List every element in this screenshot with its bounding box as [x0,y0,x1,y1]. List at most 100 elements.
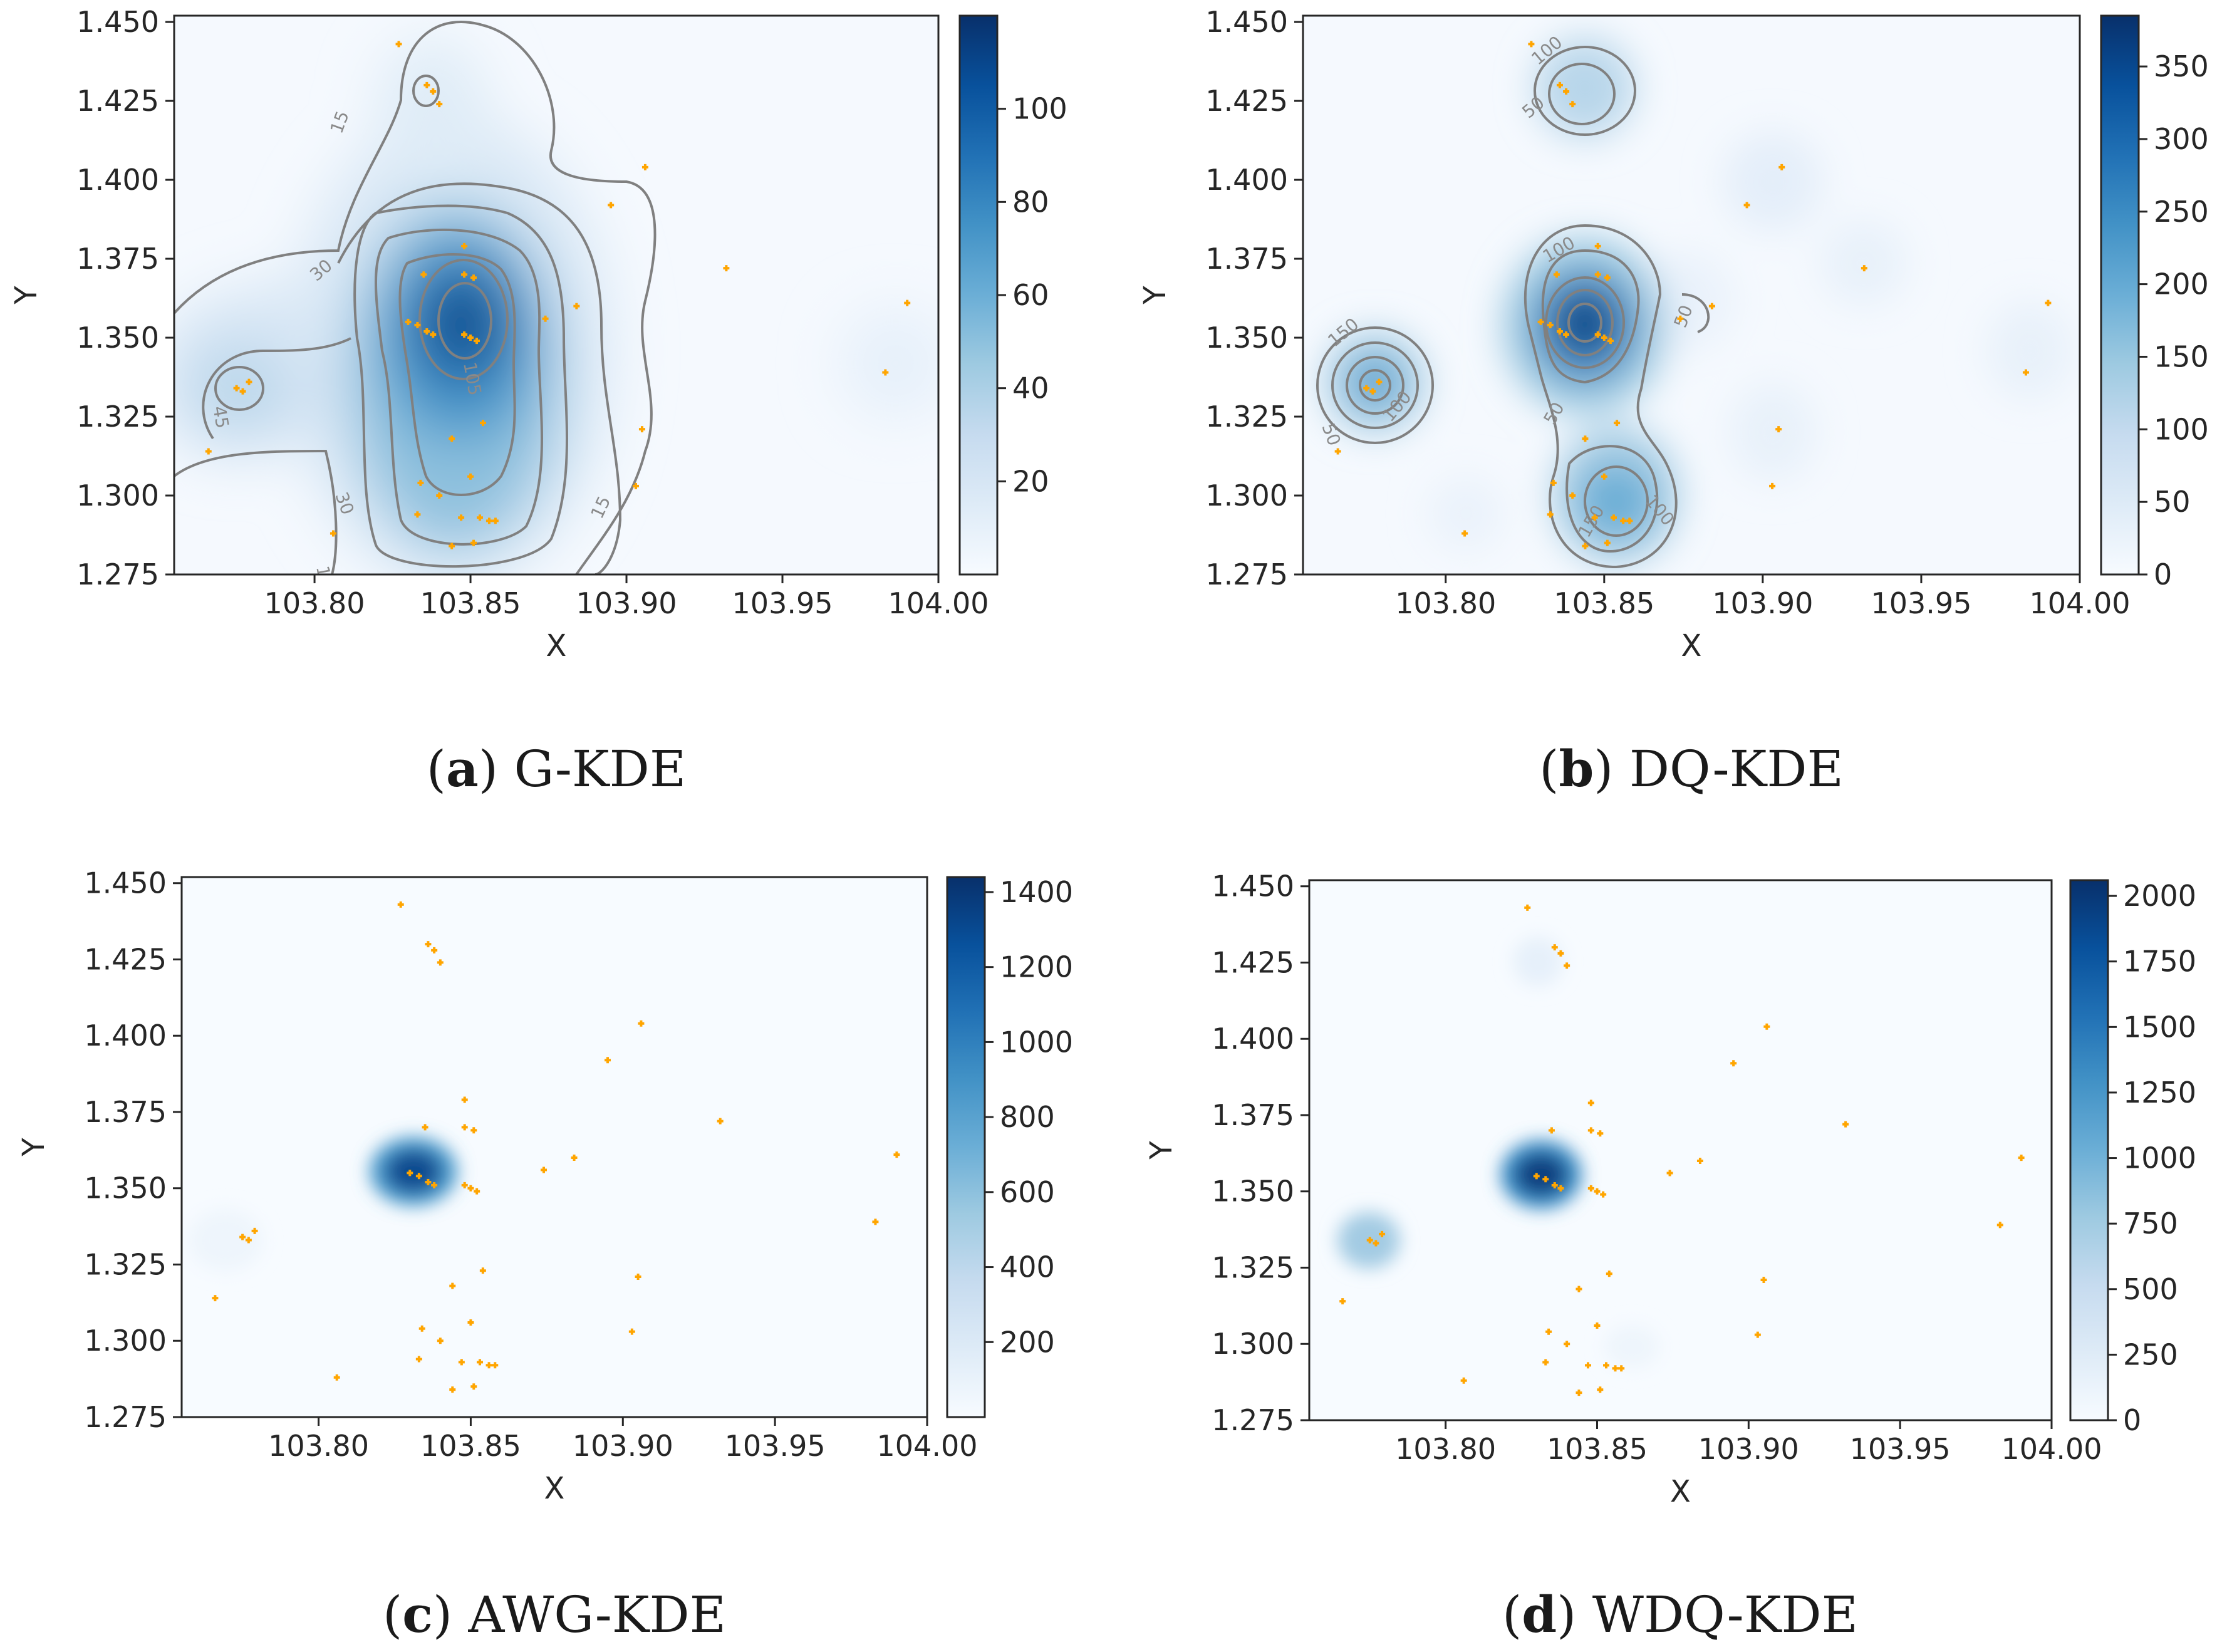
data-point [1618,1365,1625,1372]
data-point [1547,511,1554,518]
x-tick-label: 104.00 [877,1429,978,1463]
y-tick-label: 1.300 [84,1324,167,1358]
data-point [635,1273,641,1280]
colorbar-tick-label: 1000 [2123,1141,2196,1175]
data-points [212,901,900,1393]
colorbar-tick-label: 1500 [2123,1010,2196,1044]
data-point [1996,1222,2003,1229]
data-point [1564,1341,1570,1348]
data-point [458,1359,465,1366]
x-tick-label: 103.90 [1712,586,1813,620]
colorbar-tick-label: 300 [2154,122,2209,156]
colorbar-tick-label: 500 [2123,1272,2178,1306]
colorbar-tick-label: 40 [1012,371,1049,405]
colorbar-tick-label: 1200 [1000,950,1073,984]
data-point [449,543,455,549]
y-tick-label: 1.375 [1205,242,1288,276]
data-point [1842,1121,1849,1128]
data-point [1550,479,1557,486]
colorbar [2100,14,2140,576]
chart-a: 103.80 103.85 103.90 103.95 104.00 1.275 1.300… [9,5,1067,798]
data-point [205,448,212,455]
data-point [474,338,480,345]
x-tick-label: 103.95 [732,586,833,620]
data-point [571,1155,578,1161]
data-point [1611,514,1617,521]
data-point [492,1362,499,1369]
y-tick-label: 1.375 [76,242,159,276]
data-point [1620,517,1627,524]
data-point [479,1267,486,1274]
data-point [1548,1127,1555,1134]
panel-a: 15 30 45 105 30 15 15 [174,16,938,574]
colorbar-tick-label: 80 [1012,185,1049,219]
x-tick-label: 103.95 [1850,1432,1951,1466]
data-point [1594,242,1601,249]
data-point [431,1182,438,1188]
colorbar [958,14,999,576]
y-tick-label: 1.325 [1205,400,1288,434]
data-point [477,514,483,521]
data-point [1760,1276,1767,1283]
data-point [436,101,443,108]
colorbar [946,876,986,1418]
data-point [641,164,648,170]
data-point [1542,1176,1549,1183]
colorbar [2069,879,2109,1421]
x-axis-label: X [1670,1474,1691,1509]
data-point [437,959,444,966]
chart-d: 103.80 103.85 103.90 103.95 104.00 1.275 1.300… [1144,870,2196,1644]
colorbar-tick-label: 100 [1012,92,1067,126]
y-axis-label: Y [9,286,44,305]
y-tick-label: 1.350 [76,321,159,355]
y-tick-label: 1.300 [1212,1327,1294,1361]
panel-c [182,877,927,1417]
plot-area [182,877,927,1417]
data-point [1461,530,1468,537]
data-point [1551,944,1558,951]
y-tick-label: 1.450 [1205,5,1288,39]
data-point [437,1338,444,1344]
data-point [212,1295,219,1302]
data-point [245,1237,252,1244]
data-point [1730,1060,1737,1067]
data-point [1708,303,1715,309]
y-tick-label: 1.325 [76,400,159,434]
data-point [1769,482,1776,489]
data-point [1743,202,1750,209]
colorbar-tick-label: 250 [2123,1338,2178,1371]
data-point [467,1319,474,1326]
data-point [470,1127,477,1134]
data-point [1537,318,1544,325]
y-tick-label: 1.350 [1212,1175,1294,1208]
data-point [628,1328,635,1335]
data-point [1594,1188,1601,1195]
data-point [1677,315,1684,322]
data-point [430,331,437,338]
data-point [1556,81,1563,88]
y-tick-label: 1.400 [1205,163,1288,197]
plot-frame [180,876,928,1418]
data-point [1556,328,1563,335]
y-axis-label: Y [16,1138,51,1157]
data-point [882,369,889,376]
colorbar-tick-label: 1250 [2123,1076,2196,1109]
x-tick-label: 103.85 [420,1429,521,1463]
colorbar-tick-label: 1750 [2123,945,2196,979]
data-point [485,517,492,524]
x-tick-label: 103.95 [1871,586,1971,620]
data-point [1594,271,1601,278]
panel-caption: (b) DQ-KDE [1539,739,1844,798]
y-tick-label: 1.275 [1205,558,1288,591]
data-point [1587,1099,1594,1106]
data-point [407,1170,413,1177]
data-point [1563,88,1570,95]
data-point [638,426,645,433]
data-point [239,1234,246,1240]
data-point [1369,388,1376,395]
data-point [717,1118,724,1125]
x-tick-label: 103.85 [1554,586,1654,620]
data-point [430,88,437,95]
data-point [1614,420,1621,427]
y-tick-label: 1.400 [84,1019,167,1052]
